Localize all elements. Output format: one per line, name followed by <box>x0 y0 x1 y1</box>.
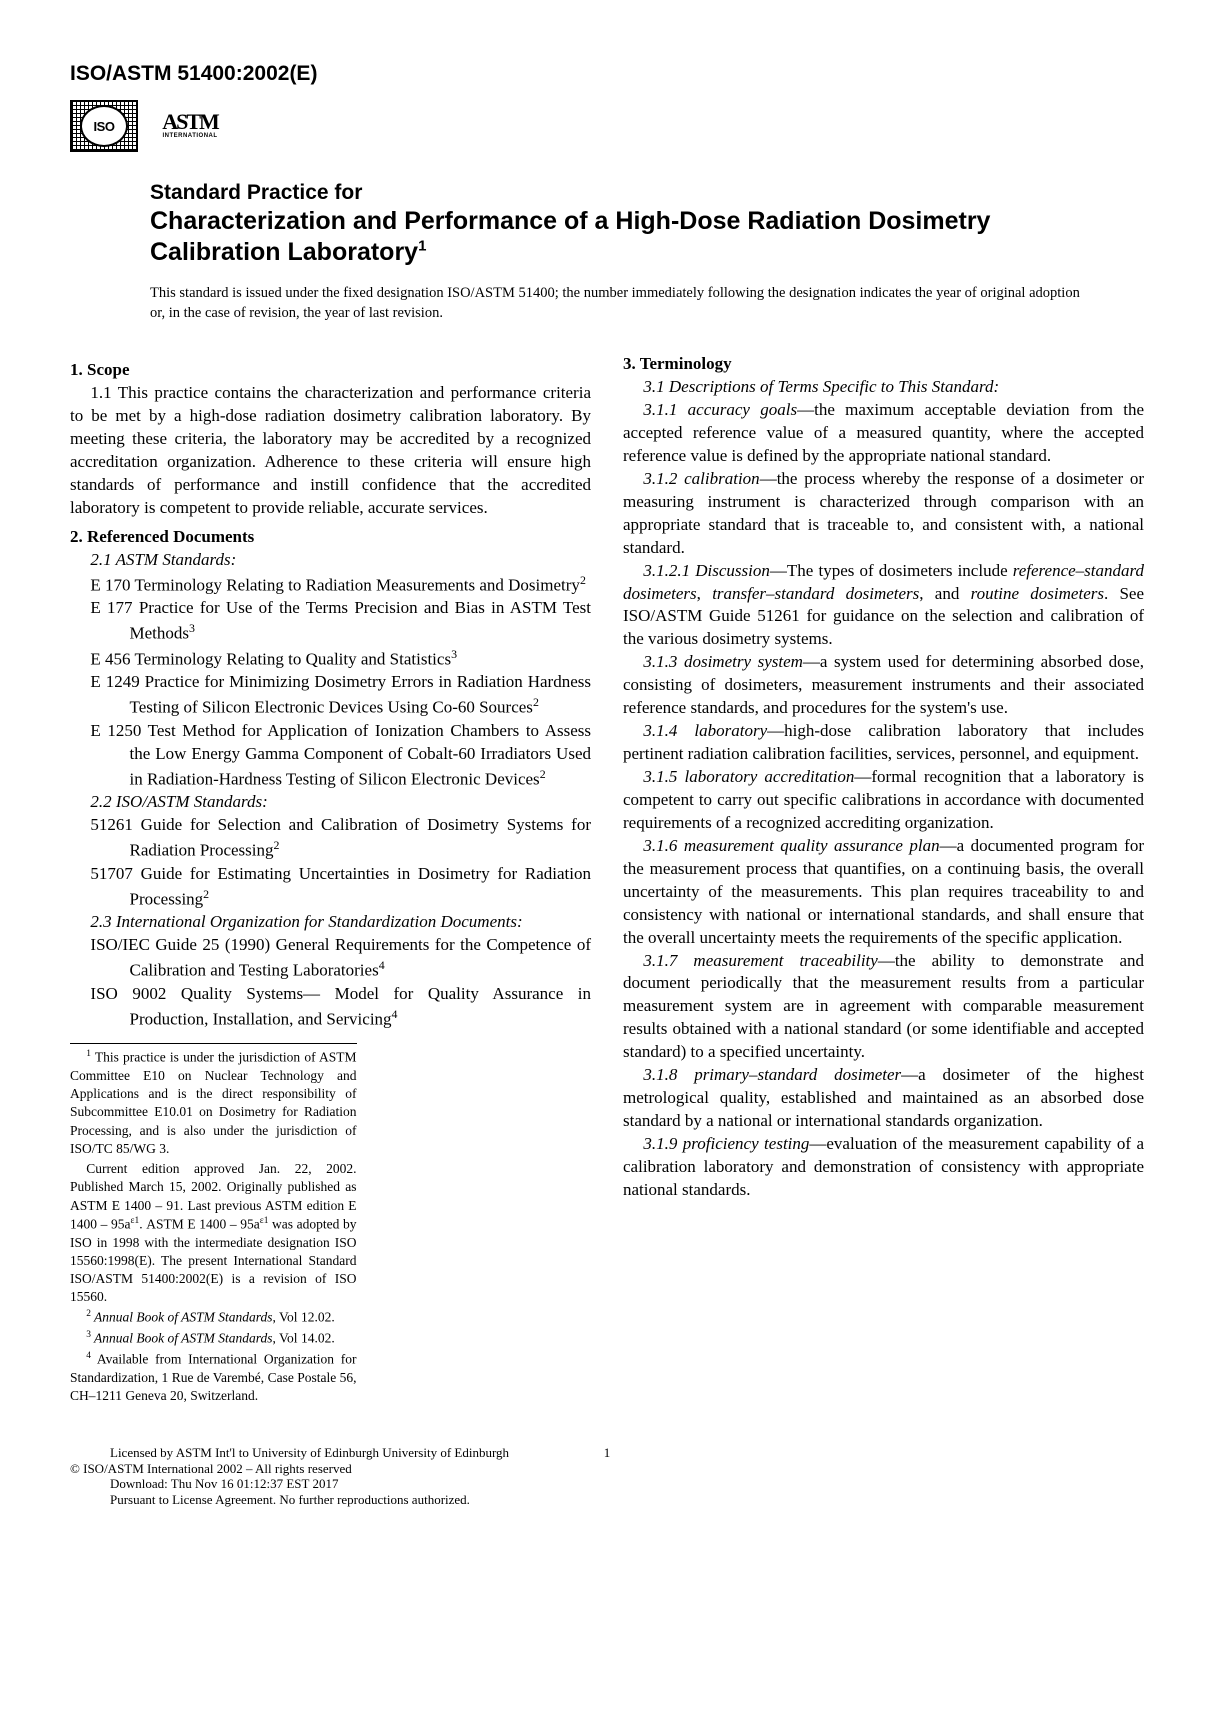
main-title: Characterization and Performance of a Hi… <box>150 206 1104 269</box>
fn-text: , Vol 12.02. <box>273 1310 335 1325</box>
fn-text: This practice is under the jurisdiction … <box>70 1050 357 1156</box>
term-label: 3.1.9 proficiency testing <box>643 1134 809 1153</box>
ref-text: E 177 Practice for Use of the Terms Prec… <box>90 598 591 643</box>
title-block: Standard Practice for Characterization a… <box>150 180 1104 268</box>
ref-text: ISO/IEC Guide 25 (1990) General Requirem… <box>90 935 591 980</box>
page-footer: Licensed by ASTM Int'l to University of … <box>70 1445 1144 1507</box>
section-3-1-label: 3.1 Descriptions of Terms Specific to Th… <box>623 376 1144 399</box>
term-body: , and <box>919 584 970 603</box>
term-3-1-2: 3.1.2 calibration—the process whereby th… <box>623 468 1144 560</box>
ref-text: E 456 Terminology Relating to Quality an… <box>90 649 451 668</box>
footnote-1: 1 This practice is under the jurisdictio… <box>70 1048 357 1158</box>
section-1-paragraph: 1.1 This practice contains the character… <box>70 382 591 520</box>
footnote-3: 3 Annual Book of ASTM Standards, Vol 14.… <box>70 1329 357 1348</box>
title-footnote-ref: 1 <box>418 237 426 254</box>
pretitle: Standard Practice for <box>150 180 1104 205</box>
footnote-2: 2 Annual Book of ASTM Standards, Vol 12.… <box>70 1308 357 1327</box>
ref-51707: 51707 Guide for Estimating Uncertainties… <box>70 863 591 912</box>
term-italic: routine dosimeters <box>971 584 1104 603</box>
ref-e456: E 456 Terminology Relating to Quality an… <box>70 646 591 672</box>
term-label: 3.1.1 accuracy goals <box>643 400 797 419</box>
term-label: 3.1.8 primary–standard dosimeter <box>643 1065 901 1084</box>
section-2-3-label: 2.3 International Organization for Stand… <box>70 911 591 934</box>
fn-text: Available from International Organizatio… <box>70 1351 357 1402</box>
main-title-text: Characterization and Performance of a Hi… <box>150 207 990 266</box>
document-id: ISO/ASTM 51400:2002(E) <box>70 60 1144 88</box>
ref-text: ISO 9002 Quality Systems— Model for Qual… <box>90 984 591 1029</box>
section-2-2-label: 2.2 ISO/ASTM Standards: <box>70 791 591 814</box>
ref-text: 51707 Guide for Estimating Uncertainties… <box>90 864 591 909</box>
term-3-1-8: 3.1.8 primary–standard dosimeter—a dosim… <box>623 1064 1144 1133</box>
ref-sup: 2 <box>274 838 280 852</box>
term-italic: transfer–standard dosimeters <box>712 584 919 603</box>
body-columns: 1. Scope 1.1 This practice contains the … <box>70 353 1144 1405</box>
iso-logo-text: ISO <box>80 105 128 147</box>
ref-51261: 51261 Guide for Selection and Calibratio… <box>70 814 591 863</box>
term-3-1-2-1: 3.1.2.1 Discussion—The types of dosimete… <box>623 560 1144 652</box>
ref-text: E 1249 Practice for Minimizing Dosimetry… <box>90 672 591 717</box>
issuance-note: This standard is issued under the fixed … <box>150 284 1084 323</box>
ref-e1250: E 1250 Test Method for Application of Io… <box>70 720 591 791</box>
term-body: —The types of dosimeters include <box>770 561 1013 580</box>
astm-logo-text: ASTM <box>162 112 218 132</box>
term-3-1-5: 3.1.5 laboratory accreditation—formal re… <box>623 766 1144 835</box>
term-label: 3.1.3 dosimetry system <box>643 652 803 671</box>
section-2-3-text: 2.3 International Organization for Stand… <box>90 912 522 931</box>
ref-sup: 2 <box>580 573 586 587</box>
section-3-heading: 3. Terminology <box>623 353 1144 376</box>
term-3-1-6: 3.1.6 measurement quality assurance plan… <box>623 835 1144 950</box>
logo-row: ISO ASTM INTERNATIONAL <box>70 100 1144 152</box>
fn-italic: Annual Book of ASTM Standards <box>91 1331 273 1346</box>
page-number: 1 <box>604 1445 611 1461</box>
ref-sup: 2 <box>203 887 209 901</box>
ref-sup: 3 <box>189 621 195 635</box>
footnote-1b: Current edition approved Jan. 22, 2002. … <box>70 1160 357 1306</box>
footnotes-block: 1 This practice is under the jurisdictio… <box>70 1043 357 1405</box>
ref-e177: E 177 Practice for Use of the Terms Prec… <box>70 597 591 646</box>
term-label: 3.1.2 calibration <box>643 469 759 488</box>
term-label: 3.1.4 laboratory <box>643 721 767 740</box>
ref-text: 51261 Guide for Selection and Calibratio… <box>90 815 591 860</box>
fn-sup: ε1 <box>131 1216 140 1226</box>
download-line: Download: Thu Nov 16 01:12:37 EST 2017 <box>110 1476 1144 1492</box>
ref-sup: 2 <box>533 695 539 709</box>
ref-isoiec25: ISO/IEC Guide 25 (1990) General Requirem… <box>70 934 591 983</box>
fn-text: , Vol 14.02. <box>273 1331 335 1346</box>
term-3-1-9: 3.1.9 proficiency testing—evaluation of … <box>623 1133 1144 1202</box>
ref-iso9002: ISO 9002 Quality Systems— Model for Qual… <box>70 983 591 1032</box>
fn-text: . ASTM E 1400 – 95a <box>139 1216 260 1231</box>
section-2-1-label: 2.1 ASTM Standards: <box>70 549 591 572</box>
license-line-1: Licensed by ASTM Int'l to University of … <box>110 1445 509 1460</box>
term-label: 3.1.2.1 Discussion <box>643 561 770 580</box>
footer-line-1: Licensed by ASTM Int'l to University of … <box>70 1445 1144 1461</box>
term-3-1-4: 3.1.4 laboratory—high-dose calibration l… <box>623 720 1144 766</box>
section-1-heading: 1. Scope <box>70 359 591 382</box>
term-body: , <box>697 584 713 603</box>
ref-sup: 2 <box>540 767 546 781</box>
footnote-4: 4 Available from International Organizat… <box>70 1350 357 1405</box>
term-3-1-1: 3.1.1 accuracy goals—the maximum accepta… <box>623 399 1144 468</box>
term-3-1-3: 3.1.3 dosimetry system—a system used for… <box>623 651 1144 720</box>
term-label: 3.1.5 laboratory accreditation <box>643 767 854 786</box>
term-3-1-7: 3.1.7 measurement traceability—the abili… <box>623 950 1144 1065</box>
astm-logo-icon: ASTM INTERNATIONAL <box>162 102 218 150</box>
ref-text: E 1250 Test Method for Application of Io… <box>90 721 591 789</box>
ref-sup: 4 <box>392 1007 398 1021</box>
ref-sup: 3 <box>451 647 457 661</box>
fn-italic: Annual Book of ASTM Standards <box>91 1310 273 1325</box>
ref-sup: 4 <box>379 958 385 972</box>
astm-logo-subtext: INTERNATIONAL <box>162 132 217 140</box>
ref-e1249: E 1249 Practice for Minimizing Dosimetry… <box>70 671 591 720</box>
term-label: 3.1.7 measurement traceability <box>643 951 877 970</box>
license-line-2: Pursuant to License Agreement. No furthe… <box>110 1492 1144 1508</box>
copyright-line: © ISO/ASTM International 2002 – All righ… <box>70 1461 1144 1477</box>
ref-text: E 170 Terminology Relating to Radiation … <box>90 575 580 594</box>
iso-logo-icon: ISO <box>70 100 138 152</box>
ref-e170: E 170 Terminology Relating to Radiation … <box>70 572 591 598</box>
section-2-heading: 2. Referenced Documents <box>70 526 591 549</box>
term-label: 3.1.6 measurement quality assurance plan <box>643 836 939 855</box>
